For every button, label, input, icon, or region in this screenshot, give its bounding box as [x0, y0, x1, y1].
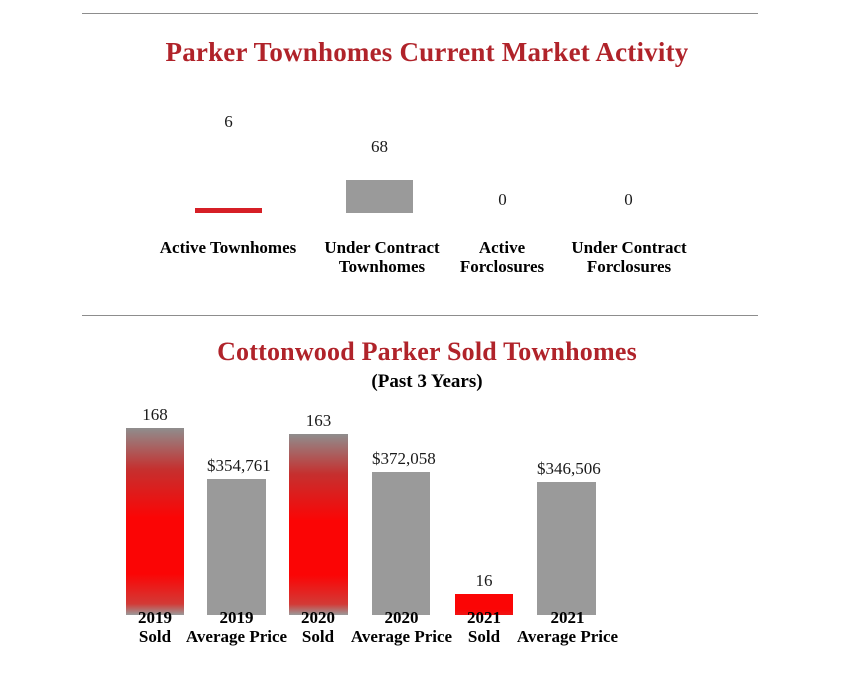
market-category-label-under-contract-townhomes: Under Contract Townhomes [303, 238, 461, 276]
market-bar-value: 68 [371, 137, 388, 156]
category-line-2: Sold [301, 627, 335, 647]
sold-bar [126, 428, 184, 615]
market-bar-value: 0 [624, 190, 633, 209]
category-line-2: Forclosures [459, 257, 545, 277]
middle-divider [82, 315, 758, 316]
market-bar-column-active-townhomes: 6 [195, 112, 262, 213]
sold-plot-area: 168 $354,761 163 $372,058 16 [0, 400, 854, 615]
sold-bar-value: 16 [475, 571, 493, 590]
market-activity-chart: Parker Townhomes Current Market Activity… [0, 13, 854, 303]
sold-bar-value: 163 [305, 411, 332, 430]
sold-bar-column-2019-sold: 168 [126, 400, 184, 615]
category-line-1: 2021 [467, 608, 501, 627]
sold-bar [289, 434, 348, 615]
market-category-label-active-townhomes: Active Townhomes [136, 238, 320, 257]
category-line-2: Average Price [516, 627, 619, 647]
market-bar-column-active-forclosures: 0 [469, 123, 536, 213]
sold-bar-value: $372,058 [372, 449, 436, 468]
category-line-2: Sold [138, 627, 172, 647]
sold-bar-value: $346,506 [537, 459, 601, 478]
sold-bar [455, 594, 513, 615]
sold-bar-column-2020-average-price: $372,058 [372, 400, 436, 615]
market-category-axis: Active Townhomes Under Contract Townhome… [0, 238, 854, 298]
market-bar-column-under-contract-forclosures: 0 [595, 123, 662, 213]
sold-category-label-2019-sold: 2019 Sold [120, 608, 190, 646]
market-category-label-active-forclosures: Active Forclosures [446, 238, 558, 276]
sold-bar [372, 472, 430, 615]
category-line-1: 2019 [219, 608, 254, 627]
category-line-1: 2021 [550, 608, 585, 627]
sold-bar-column-2019-average-price: $354,761 [207, 400, 271, 615]
sold-bar-value: 168 [142, 405, 168, 424]
market-bar [346, 180, 413, 213]
market-bar-value: 6 [224, 112, 233, 131]
sold-bar-value: $354,761 [207, 456, 271, 475]
market-plot-area: 6 68 0 0 [0, 112, 854, 213]
sold-bar [537, 482, 596, 615]
sold-bar [207, 479, 266, 615]
sold-category-label-2019-average-price: 2019 Average Price [179, 608, 294, 646]
category-line-1: Active Townhomes [159, 238, 297, 257]
market-bar-column-under-contract-townhomes: 68 [346, 123, 413, 213]
sold-category-label-2021-sold: 2021 Sold [449, 608, 519, 646]
category-line-1: 2019 [138, 608, 172, 627]
category-line-1: Under Contract [571, 238, 687, 257]
category-line-1: 2020 [301, 608, 335, 627]
category-line-2: Average Price [185, 627, 288, 647]
market-bar-value: 0 [498, 190, 507, 209]
category-line-1: Under Contract [324, 238, 440, 257]
market-chart-title: Parker Townhomes Current Market Activity [165, 37, 689, 67]
sold-category-label-2020-average-price: 2020 Average Price [344, 608, 459, 646]
sold-category-label-2020-sold: 2020 Sold [283, 608, 353, 646]
sold-bar-column-2020-sold: 163 [289, 400, 348, 615]
market-bar [195, 208, 262, 213]
sold-category-label-2021-average-price: 2021 Average Price [510, 608, 625, 646]
category-line-2: Townhomes [338, 257, 426, 277]
category-line-2: Sold [467, 627, 501, 647]
sold-townhomes-chart: Cottonwood Parker Sold Townhomes (Past 3… [0, 315, 854, 690]
category-line-1: 2020 [384, 608, 419, 627]
sold-chart-title: Cottonwood Parker Sold Townhomes [217, 337, 637, 366]
market-category-label-under-contract-forclosures: Under Contract Forclosures [550, 238, 708, 276]
sold-category-axis: 2019 Sold 2019 Average Price 2020 Sold 2… [0, 608, 854, 668]
category-line-1: Active [478, 238, 526, 257]
sold-chart-subtitle: (Past 3 Years) [371, 371, 483, 392]
top-divider [82, 13, 758, 14]
sold-bar-column-2021-sold: 16 [455, 400, 513, 615]
category-line-2: Forclosures [586, 257, 672, 277]
category-line-2: Average Price [350, 627, 453, 647]
sold-bar-column-2021-average-price: $346,506 [537, 400, 601, 615]
